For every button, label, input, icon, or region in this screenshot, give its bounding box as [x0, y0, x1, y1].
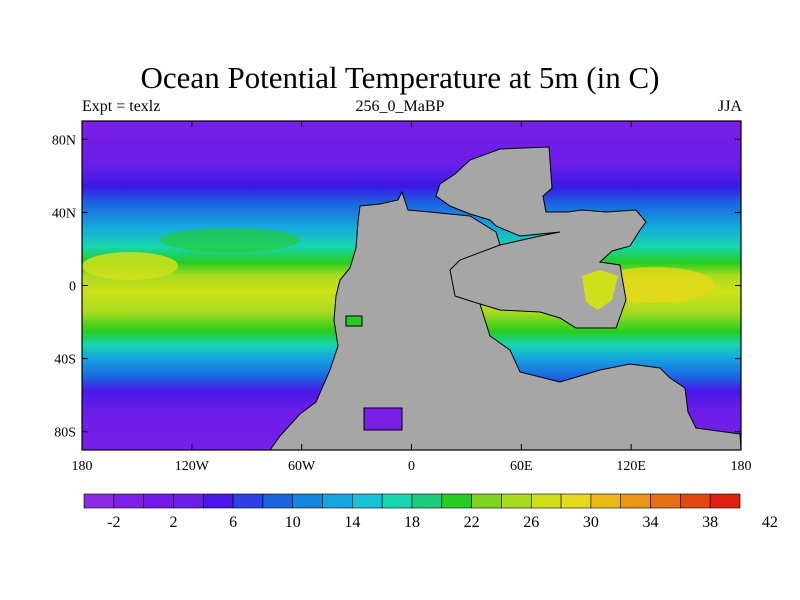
pangaea-landmass [269, 146, 742, 451]
colorbar-label: 26 [523, 514, 539, 531]
time-label: 256_0_MaBP [355, 98, 445, 115]
colorbar-label: 2 [169, 514, 177, 531]
cool-band-west [160, 228, 300, 252]
x-tick-label: 60W [288, 459, 316, 474]
colorbar-swatch [530, 493, 562, 509]
small-island [345, 315, 363, 327]
colorbar-swatch [590, 493, 622, 509]
map-title: Ocean Potential Temperature at 5m (in C) [140, 60, 660, 95]
colorbar-label: -2 [107, 514, 120, 531]
colorbar-swatch [143, 493, 174, 509]
map-plot-area [81, 120, 742, 451]
colorbar-swatch [501, 493, 532, 509]
y-tick-label: 80S [54, 426, 76, 441]
colorbar-label: 30 [583, 514, 599, 531]
colorbar-label: 42 [762, 514, 778, 531]
colorbar-swatch [471, 493, 502, 509]
colorbar-swatch [113, 493, 144, 509]
colorbar-swatch [441, 493, 472, 509]
colorbar-label: 34 [643, 514, 659, 531]
inland-lake [363, 407, 403, 431]
colorbar-swatch [709, 493, 741, 509]
x-tick-label: 120W [175, 459, 210, 474]
y-tick-label: 80N [52, 133, 76, 148]
colorbar-swatch [352, 493, 383, 509]
y-axis: 80N 40N 0 40S 80S [52, 133, 741, 441]
y-tick-label: 40S [54, 353, 76, 368]
season-label: JJA [717, 98, 742, 115]
colorbar-swatch [202, 493, 234, 509]
colorbar-swatch [322, 493, 353, 509]
warm-pool-west [82, 252, 178, 280]
colorbar-swatch [292, 493, 323, 509]
colorbar-swatch [411, 493, 443, 509]
colorbar-swatch [680, 493, 711, 509]
x-tick-label: 0 [408, 459, 415, 474]
y-tick-label: 0 [69, 280, 76, 295]
colorbar-label: 6 [229, 514, 237, 531]
x-tick-label: 180 [72, 459, 93, 474]
colorbar-swatch [173, 493, 204, 509]
y-tick-label: 40N [52, 206, 76, 221]
colorbar-label: 18 [404, 514, 420, 531]
colorbar-swatch [620, 493, 651, 509]
colorbar-swatch [381, 493, 413, 509]
colorbar-swatch [83, 493, 115, 509]
colorbar-swatch [262, 493, 294, 509]
experiment-label: Expt = texlz [82, 98, 161, 115]
colorbar-swatch [232, 493, 264, 509]
colorbar-label: 38 [702, 514, 718, 531]
colorbar-labels: -2 2 6 10 14 18 22 26 30 34 38 42 [107, 514, 778, 531]
colorbar-label: 10 [285, 514, 301, 531]
tethys-inlet [582, 270, 618, 310]
x-tick-label: 180 [731, 459, 752, 474]
x-tick-label: 120E [616, 459, 646, 474]
colorbar-label: 22 [464, 514, 480, 531]
colorbar-label: 14 [344, 514, 360, 531]
colorbar-swatch [560, 493, 592, 509]
x-axis: 180 120W 60W 0 60E 120E 180 [72, 121, 752, 474]
colorbar [83, 493, 741, 509]
colorbar-swatch [650, 493, 681, 509]
x-tick-label: 60E [510, 459, 533, 474]
